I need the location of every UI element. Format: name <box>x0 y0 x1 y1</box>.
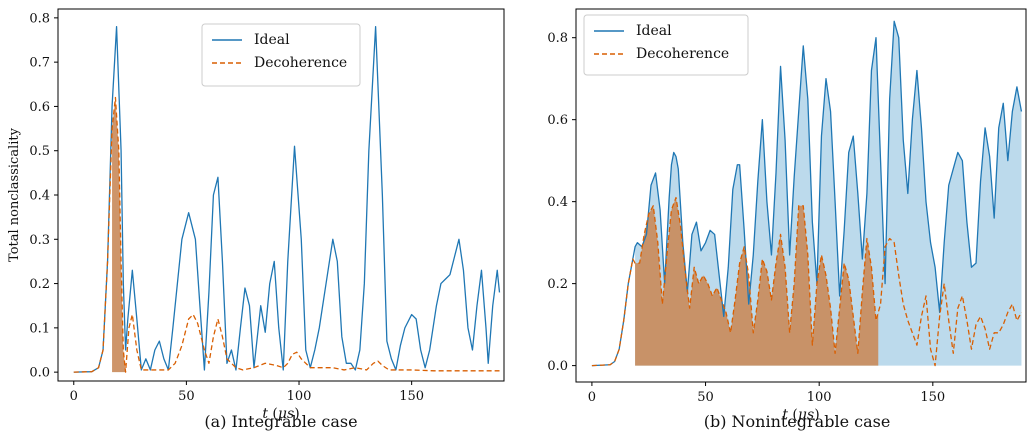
legend: Ideal Decoherence <box>201 23 361 87</box>
y-tick-label: 0.6 <box>29 100 50 115</box>
y-tick-label: 0.0 <box>29 366 50 381</box>
subplot-caption: (a) Integrable case <box>204 412 357 431</box>
x-tick-label: 150 <box>399 389 424 404</box>
y-tick-label: 0.3 <box>29 233 50 248</box>
fill-area-ideal <box>635 21 1022 366</box>
x-tick-label: 150 <box>920 390 945 405</box>
x-tick-label: 100 <box>807 390 832 405</box>
series-line-decoherence <box>591 196 1023 367</box>
y-tick-label: 0.6 <box>547 113 568 128</box>
legend: Ideal Decoherence <box>583 14 749 76</box>
x-tick-label: 0 <box>70 389 78 404</box>
y-tick-label: 0.4 <box>547 195 568 210</box>
legend-label: Decoherence <box>254 55 347 71</box>
x-tick-label: 100 <box>287 389 312 404</box>
y-tick-label: 0.2 <box>547 277 568 292</box>
y-tick-label: 0.2 <box>29 277 50 292</box>
subplot-0: 0 50 100 150 0.0 0.1 0.2 0.3 0.4 0.5 0.6 0.7 0.8 t (μ… <box>7 8 505 431</box>
legend-label: Ideal <box>636 23 672 39</box>
y-tick-label: 0.8 <box>29 11 50 26</box>
x-axis-label: t (μs) <box>262 406 299 422</box>
series-line-ideal <box>591 20 1023 367</box>
legend-box <box>583 14 749 76</box>
legend-label: Decoherence <box>636 46 729 62</box>
x-axis-label: t (μs) <box>782 407 819 423</box>
y-tick-label: 0.5 <box>29 144 50 159</box>
series-line-ideal <box>73 26 501 373</box>
fill-area-decoherence <box>635 197 879 366</box>
subplot-caption: (b) Nonintegrable case <box>704 412 891 431</box>
subplot-1: 0 50 100 150 0.0 0.2 0.4 0.6 0.8 t (μs)(b) Nonint… <box>547 8 1027 431</box>
series-line-decoherence <box>73 96 500 373</box>
y-tick-label: 0.1 <box>29 321 50 336</box>
fill-area-decoherence <box>112 97 126 373</box>
axes-frame <box>575 8 1027 383</box>
legend-label: Ideal <box>254 32 290 48</box>
y-tick-label: 0.4 <box>29 189 50 204</box>
y-tick-label: 0.7 <box>29 56 50 71</box>
x-tick-label: 50 <box>697 390 714 405</box>
x-tick-label: 50 <box>178 389 195 404</box>
y-tick-label: 0.8 <box>547 31 568 46</box>
x-tick-label: 0 <box>588 390 596 405</box>
y-axis-label: Total nonclassicality <box>7 127 22 262</box>
y-tick-label: 0.0 <box>547 359 568 374</box>
